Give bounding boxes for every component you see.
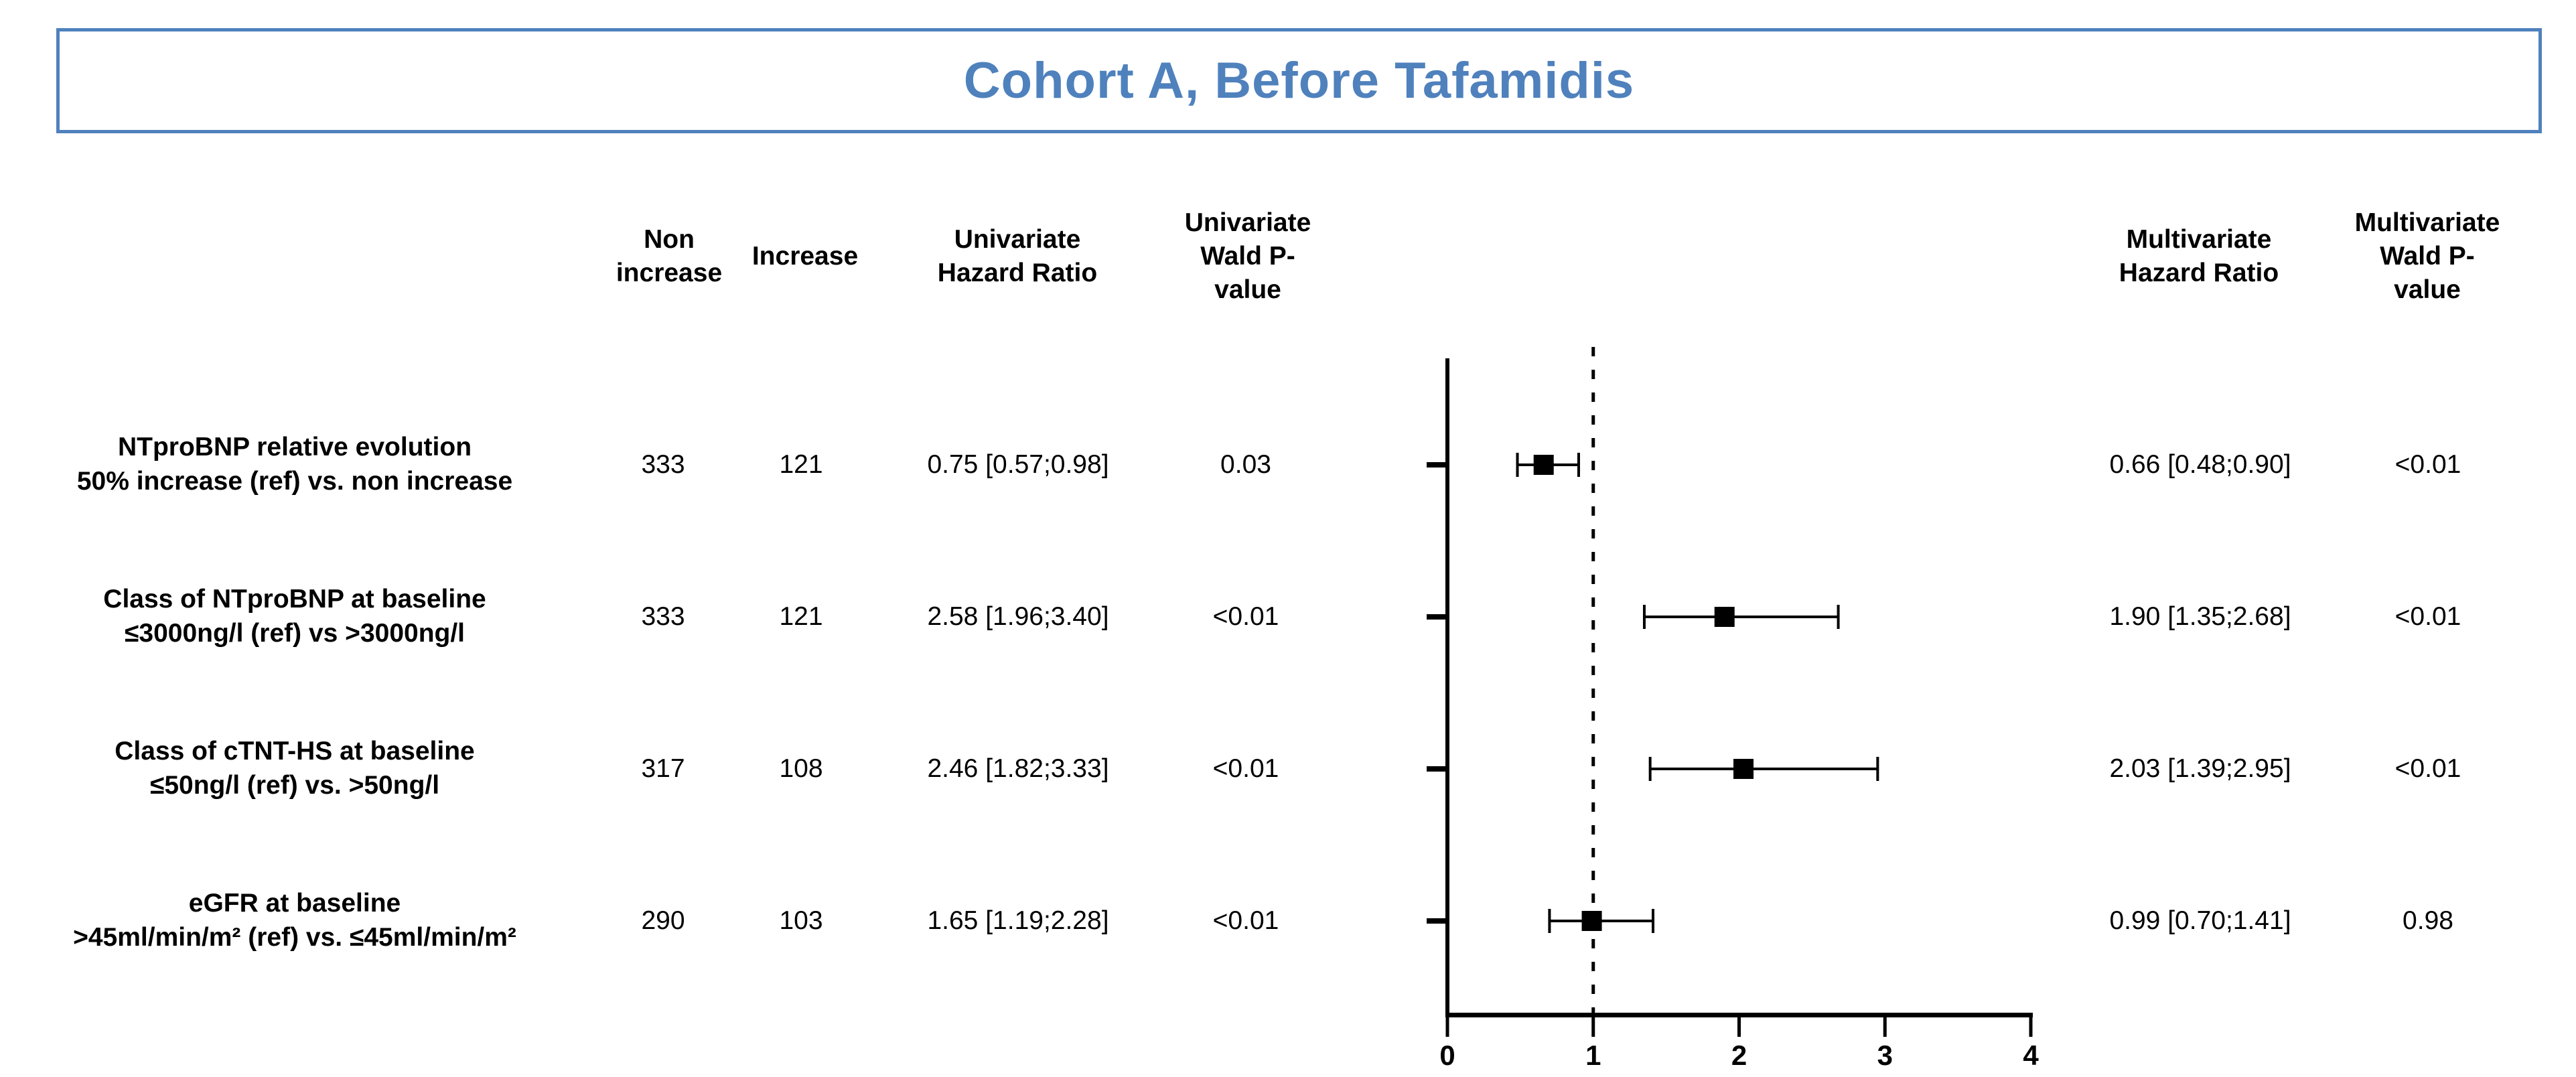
y-axis-line — [1445, 358, 1449, 1015]
cell-multivariate-hazard-ratio: 1.90 [1.35;2.68] — [2109, 602, 2291, 631]
column-header-non-increase: Non increase — [616, 225, 723, 287]
cell-multivariate-p-value: <0.01 — [2394, 602, 2461, 631]
column-header-univariate-hazard-ratio: Univariate Hazard Ratio — [937, 225, 1098, 287]
cell-increase-count: 108 — [779, 754, 823, 783]
x-axis-tick-label: 4 — [2023, 1039, 2039, 1071]
row-tick — [1427, 918, 1447, 924]
cell-increase-count: 103 — [779, 906, 823, 935]
row-tick — [1427, 766, 1447, 772]
x-axis-tick-label: 3 — [1877, 1039, 1893, 1071]
x-axis-tick-label: 2 — [1731, 1039, 1747, 1071]
cell-non-increase-count: 317 — [641, 754, 685, 783]
row-label-line2: 50% increase (ref) vs. non increase — [76, 467, 513, 496]
row-label-class-of-ntprobnp-at-baseline: Class of NTproBNP at baseline ≤3000ng/l … — [40, 553, 549, 680]
ci-cap-high — [1876, 757, 1879, 781]
row-tick — [1427, 462, 1447, 468]
ci-cap-high — [1577, 453, 1580, 477]
ci-cap-low — [1648, 757, 1652, 781]
row-label-line2: ≤3000ng/l (ref) vs >3000ng/l — [124, 619, 466, 648]
cell-multivariate-hazard-ratio: 2.03 [1.39;2.95] — [2109, 754, 2291, 783]
cell-univariate-hazard-ratio: 0.75 [0.57;0.98] — [927, 450, 1109, 479]
row-label-line2: ≤50ng/l (ref) vs. >50ng/l — [149, 771, 440, 800]
column-header-increase: Increase — [752, 242, 859, 271]
cell-multivariate-p-value: 0.98 — [2403, 906, 2453, 935]
x-axis-tick — [1737, 1013, 1741, 1037]
cell-non-increase-count: 333 — [641, 450, 685, 479]
cell-multivariate-p-value: <0.01 — [2394, 450, 2461, 479]
ci-cap-low — [1642, 605, 1646, 629]
figure-title: Cohort A, Before Tafamidis — [963, 52, 1635, 109]
row-label-line1: NTproBNP relative evolution — [117, 433, 472, 462]
row-label-ntprobnp-relative-evolution: NTproBNP relative evolution 50% increase… — [40, 401, 549, 528]
cell-multivariate-hazard-ratio: 0.66 [0.48;0.90] — [2109, 450, 2291, 479]
cell-multivariate-hazard-ratio: 0.99 [0.70;1.41] — [2109, 906, 2291, 935]
row-label-line1: eGFR at baseline — [188, 889, 401, 918]
row-label-class-of-ctnt-hs-at-baseline: Class of cTNT-HS at baseline ≤50ng/l (re… — [40, 705, 549, 833]
hazard-ratio-marker — [1714, 607, 1735, 627]
cell-non-increase-count: 333 — [641, 602, 685, 631]
ci-cap-low — [1516, 453, 1519, 477]
forest-plot-area: 0 1 2 3 4 — [1393, 335, 2110, 1077]
ci-cap-high — [1652, 909, 1655, 933]
hazard-ratio-marker — [1533, 455, 1554, 475]
title-box: Cohort A, Before Tafamidis — [56, 28, 2542, 133]
hazard-ratio-marker — [1733, 759, 1754, 779]
ci-cap-low — [1548, 909, 1551, 933]
cell-univariate-p-value: <0.01 — [1212, 754, 1279, 783]
hazard-ratio-marker — [1581, 911, 1602, 931]
row-label-line1: Class of NTproBNP at baseline — [103, 585, 486, 614]
column-header-univariate-wald-p-value: Univariate Wald P- value — [1184, 208, 1311, 304]
row-label-egfr-at-baseline: eGFR at baseline >45ml/min/m² (ref) vs. … — [40, 857, 549, 985]
x-axis-tick — [2029, 1013, 2033, 1037]
cell-univariate-p-value: <0.01 — [1212, 602, 1279, 631]
row-label-line2: >45ml/min/m² (ref) vs. ≤45ml/min/m² — [73, 923, 516, 952]
x-axis-tick — [1591, 1013, 1595, 1037]
forest-plot: 0 1 2 3 4 — [1427, 347, 2039, 1071]
cell-univariate-hazard-ratio: 1.65 [1.19;2.28] — [927, 906, 1109, 935]
cell-increase-count: 121 — [779, 602, 823, 631]
row-tick — [1427, 614, 1447, 620]
x-axis-tick-label: 0 — [1439, 1039, 1455, 1071]
x-axis-tick — [1445, 1013, 1449, 1037]
cell-multivariate-p-value: <0.01 — [2394, 754, 2461, 783]
cell-non-increase-count: 290 — [641, 906, 685, 935]
cell-univariate-p-value: 0.03 — [1220, 450, 1271, 479]
ci-cap-high — [1837, 605, 1840, 629]
cell-increase-count: 121 — [779, 450, 823, 479]
cell-univariate-p-value: <0.01 — [1212, 906, 1279, 935]
cell-univariate-hazard-ratio: 2.46 [1.82;3.33] — [927, 754, 1109, 783]
column-header-multivariate-hazard-ratio: Multivariate Hazard Ratio — [2119, 225, 2279, 287]
x-axis-tick-label: 1 — [1585, 1039, 1601, 1071]
x-axis-tick — [1883, 1013, 1887, 1037]
row-label-line1: Class of cTNT-HS at baseline — [115, 737, 475, 766]
column-header-multivariate-wald-p-value: Multivariate Wald P- value — [2354, 208, 2500, 304]
cell-univariate-hazard-ratio: 2.58 [1.96;3.40] — [927, 602, 1109, 631]
